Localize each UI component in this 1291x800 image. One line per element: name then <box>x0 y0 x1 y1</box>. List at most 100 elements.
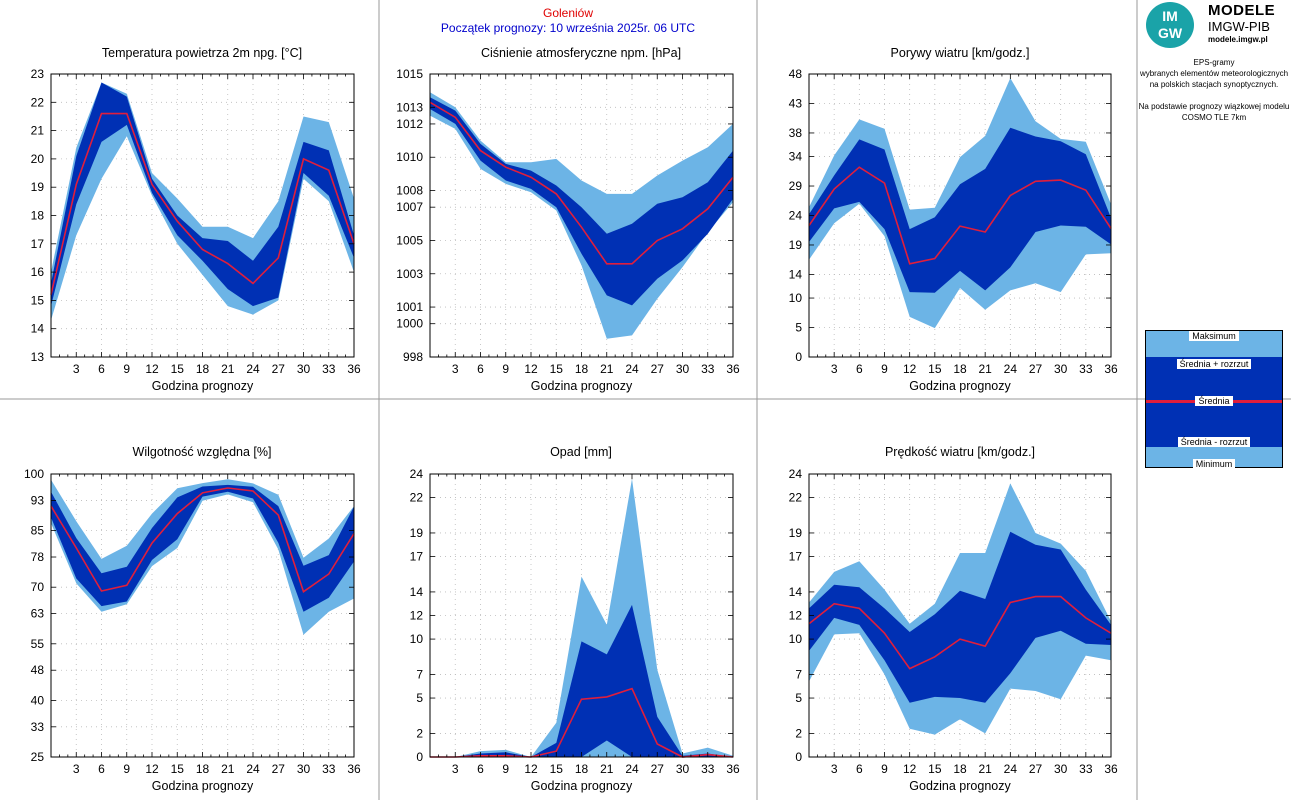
y-tick-label: 15 <box>31 293 45 307</box>
x-axis-label: Godzina prognozy <box>152 379 254 393</box>
series-spread-band <box>51 484 354 612</box>
x-tick-label: 36 <box>347 762 361 776</box>
info-line: Na podstawie prognozy wiązkowej modelu <box>1138 102 1290 111</box>
x-tick-label: 30 <box>297 362 311 376</box>
forecast-start: Początek prognozy: 10 września 2025r. 06… <box>440 21 696 35</box>
x-axis-label: Godzina prognozy <box>531 379 633 393</box>
y-tick-label: 2 <box>416 726 423 740</box>
y-tick-label: 21 <box>31 124 45 138</box>
x-axis-label: Godzina prognozy <box>152 779 254 793</box>
x-tick-label: 6 <box>477 362 484 376</box>
y-tick-label: 1000 <box>396 317 423 331</box>
y-tick-label: 38 <box>789 126 803 140</box>
y-tick-label: 998 <box>403 350 423 364</box>
info-line <box>1137 90 1291 101</box>
y-tick-label: 19 <box>789 526 803 540</box>
imgw-logo-badge: IM GW <box>1146 2 1194 48</box>
y-tick-label: 5 <box>795 321 802 335</box>
legend-outer-band-bottom <box>1146 447 1282 467</box>
x-tick-label: 12 <box>903 362 917 376</box>
y-tick-label: 29 <box>789 179 803 193</box>
y-tick-label: 34 <box>789 150 803 164</box>
x-tick-label: 15 <box>550 762 564 776</box>
y-tick-label: 5 <box>416 691 423 705</box>
y-tick-label: 33 <box>31 720 45 734</box>
y-tick-label: 12 <box>410 609 424 623</box>
y-tick-label: 55 <box>31 637 45 651</box>
y-tick-label: 23 <box>31 67 45 81</box>
x-tick-label: 33 <box>701 362 715 376</box>
y-tick-label: 13 <box>31 350 45 364</box>
legend-mean-minus-label: Średnia - rozrzut <box>1146 437 1282 448</box>
x-tick-label: 6 <box>98 362 105 376</box>
x-tick-label: 21 <box>978 762 992 776</box>
series-min-max-band <box>430 478 733 757</box>
y-tick-label: 1007 <box>396 200 423 214</box>
series-mean-line <box>808 166 1112 265</box>
y-tick-label: 1005 <box>396 233 423 247</box>
x-tick-label: 36 <box>1104 762 1118 776</box>
x-tick-label: 30 <box>1054 762 1068 776</box>
y-tick-label: 24 <box>789 467 803 481</box>
x-tick-label: 12 <box>145 762 159 776</box>
y-tick-label: 14 <box>789 585 803 599</box>
y-tick-label: 1008 <box>396 184 423 198</box>
y-tick-label: 14 <box>789 267 803 281</box>
x-tick-label: 15 <box>550 362 564 376</box>
series-mean-line <box>50 487 355 593</box>
info-line: COSMO TLE 7km <box>1181 113 1247 122</box>
y-tick-label: 16 <box>31 265 45 279</box>
info-line: wybranych elementów meteorologicznych <box>1139 69 1289 78</box>
x-tick-label: 27 <box>272 762 286 776</box>
x-tick-label: 9 <box>502 362 509 376</box>
x-tick-label: 18 <box>575 762 589 776</box>
series-spread-band <box>430 97 733 306</box>
y-tick-label: 1012 <box>396 117 423 131</box>
info-line: na polskich stacjach synoptycznych. <box>1149 80 1279 89</box>
x-tick-label: 18 <box>575 362 589 376</box>
chart-panel: 3 6 9 12 15 18 21 24 27 30 33 361314151617181920212… <box>31 46 361 393</box>
y-tick-label: 22 <box>410 491 424 505</box>
x-tick-label: 18 <box>953 762 967 776</box>
legend-mean-label: Średnia <box>1146 396 1282 407</box>
x-tick-label: 24 <box>246 362 260 376</box>
y-tick-label: 48 <box>789 67 803 81</box>
x-axis-label: Godzina prognozy <box>909 379 1011 393</box>
y-tick-label: 12 <box>789 609 803 623</box>
y-tick-label: 2 <box>795 726 802 740</box>
chart-panel: 3 6 9 12 15 18 21 24 27 30 33 369981000100110031005… <box>396 46 740 393</box>
x-tick-label: 15 <box>928 362 942 376</box>
x-tick-label: 24 <box>1004 362 1018 376</box>
chart-panel: 3 6 9 12 15 18 21 24 27 30 33 360510141924293438434… <box>789 46 1118 393</box>
x-tick-label: 21 <box>978 362 992 376</box>
y-tick-label: 22 <box>31 95 45 109</box>
x-tick-label: 3 <box>73 762 80 776</box>
y-tick-label: 7 <box>795 667 802 681</box>
chart-title: Opad [mm] <box>550 445 612 459</box>
x-tick-label: 21 <box>600 362 614 376</box>
logo-badge-top: IM <box>1162 8 1178 24</box>
y-tick-label: 78 <box>31 550 45 564</box>
y-tick-label: 18 <box>31 209 45 223</box>
x-tick-label: 36 <box>726 362 740 376</box>
y-tick-label: 19 <box>410 526 424 540</box>
y-tick-label: 14 <box>410 585 424 599</box>
x-tick-label: 27 <box>651 362 665 376</box>
y-tick-label: 17 <box>31 237 45 251</box>
x-tick-label: 30 <box>1054 362 1068 376</box>
series-spread-band <box>430 604 733 757</box>
x-tick-label: 30 <box>676 762 690 776</box>
chart-panel: 3 6 9 12 15 18 21 24 27 30 33 362533404855637078859… <box>24 445 361 793</box>
chart-title: Prędkość wiatru [km/godz.] <box>885 445 1035 459</box>
x-tick-label: 6 <box>856 762 863 776</box>
x-tick-label: 27 <box>651 762 665 776</box>
series-mean-line <box>50 112 355 295</box>
legend-min-label: Minimum <box>1146 459 1282 470</box>
legend-mean-minus-text: Średnia - rozrzut <box>1177 437 1251 447</box>
y-tick-label: 14 <box>31 322 45 336</box>
x-tick-label: 12 <box>524 762 538 776</box>
imgw-logo: IM GW MODELE IMGW-PIB modele.imgw.pl <box>1146 2 1286 48</box>
forecast-header: Goleniów Początek prognozy: 10 września … <box>379 6 757 36</box>
chart-title: Temperatura powietrza 2m npg. [°C] <box>102 46 302 60</box>
y-tick-label: 19 <box>31 180 45 194</box>
